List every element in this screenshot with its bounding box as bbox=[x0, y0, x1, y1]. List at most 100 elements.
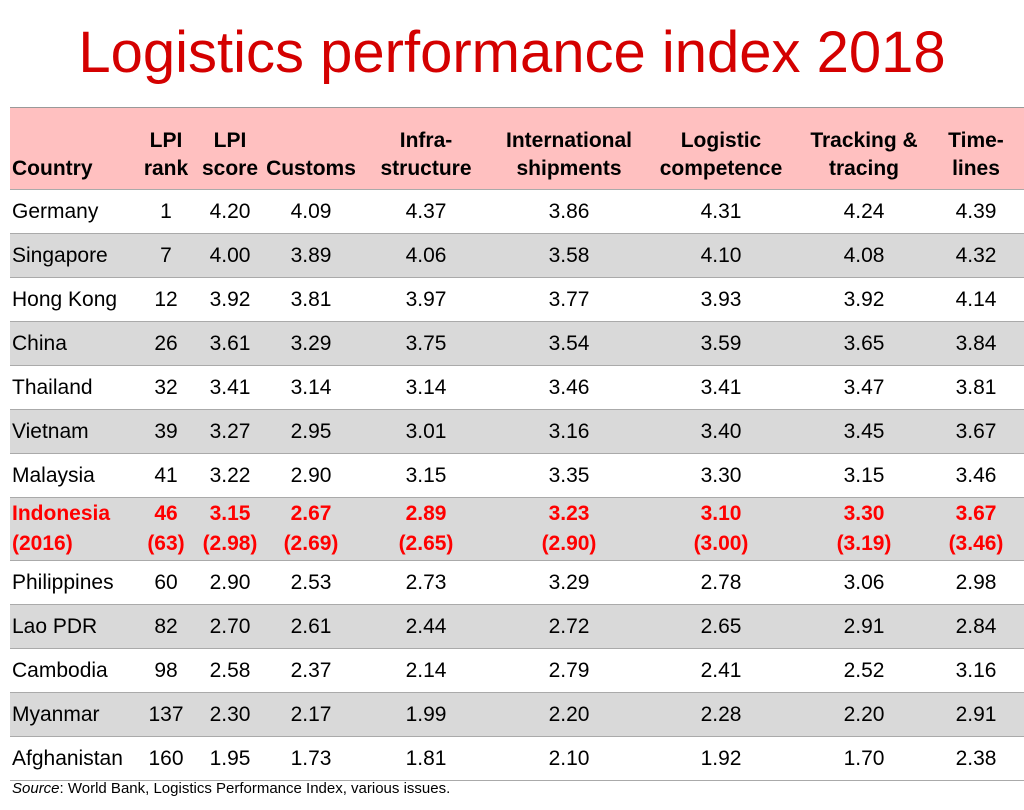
cell-value: 3.16 bbox=[548, 419, 590, 443]
value-cell: 4.08 bbox=[800, 233, 928, 278]
cell-value: 3.54 bbox=[548, 331, 590, 355]
value-cell: 160 bbox=[138, 736, 194, 781]
cell-value: 3.30 bbox=[700, 463, 742, 487]
cell-value: 2.44 bbox=[405, 614, 447, 638]
cell-value: 3.77 bbox=[548, 287, 590, 311]
value-cell: 2.90 bbox=[194, 560, 266, 605]
cell-value: 1.95 bbox=[209, 746, 251, 770]
column-header-line: Logistic bbox=[680, 129, 762, 152]
value-cell: 2.78 bbox=[642, 560, 800, 605]
value-cell: 2.70 bbox=[194, 604, 266, 649]
cell-value: 2.30 bbox=[209, 702, 251, 726]
column-header: Country bbox=[10, 107, 138, 190]
cell-value: Philippines bbox=[12, 570, 114, 594]
value-cell: 3.47 bbox=[800, 365, 928, 410]
value-cell: 2.28 bbox=[642, 692, 800, 737]
value-cell: 2.91 bbox=[800, 604, 928, 649]
value-cell: 1.95 bbox=[194, 736, 266, 781]
value-cell: 3.46 bbox=[928, 453, 1024, 498]
value-cell: 2.37 bbox=[266, 648, 356, 693]
column-header: International shipments bbox=[496, 107, 642, 190]
country-cell: Malaysia bbox=[10, 453, 138, 498]
cell-value: Afghanistan bbox=[12, 746, 123, 770]
cell-value: 3.29 bbox=[290, 331, 332, 355]
cell-value: Singapore bbox=[12, 243, 108, 267]
value-cell: 2.73 bbox=[356, 560, 496, 605]
cell-value: 3.15 bbox=[405, 463, 447, 487]
cell-value: 3.35 bbox=[548, 463, 590, 487]
value-cell: 3.41 bbox=[194, 365, 266, 410]
value-cell: 3.84 bbox=[928, 321, 1024, 366]
table-row: China 26 3.61 3.29 3.75 3.54 3.59 3.65 3.84 bbox=[10, 321, 1024, 366]
column-header: Customs bbox=[266, 107, 356, 190]
value-cell: 3.92 bbox=[194, 277, 266, 322]
cell-value: Malaysia bbox=[12, 463, 95, 487]
value-cell: 4.39 bbox=[928, 189, 1024, 234]
value-cell: 2.38 bbox=[928, 736, 1024, 781]
source-note: Source: World Bank, Logistics Performanc… bbox=[12, 780, 450, 797]
cell-value: 2.14 bbox=[405, 658, 447, 682]
value-cell: 4.20 bbox=[194, 189, 266, 234]
cell-value: 3.23 bbox=[548, 502, 590, 525]
cell-value: 2.78 bbox=[700, 570, 742, 594]
cell-value: 3.75 bbox=[405, 331, 447, 355]
table-row: Afghanistan 160 1.95 1.73 1.81 2.10 1.92 1.70 2.… bbox=[10, 736, 1024, 781]
cell-value: 2.79 bbox=[548, 658, 590, 682]
value-cell: 2.53 bbox=[266, 560, 356, 605]
cell-value-2016: (2.69) bbox=[283, 532, 339, 555]
cell-value-2016: (3.19) bbox=[836, 532, 892, 555]
value-cell: 98 bbox=[138, 648, 194, 693]
column-header: LPI rank bbox=[138, 107, 194, 190]
cell-value-2016: (3.00) bbox=[693, 532, 749, 555]
cell-value: 3.61 bbox=[209, 331, 251, 355]
cell-value: 3.81 bbox=[955, 375, 997, 399]
cell-value: 4.20 bbox=[209, 199, 251, 223]
column-header-line: Tracking & bbox=[810, 129, 918, 152]
value-cell: 7 bbox=[138, 233, 194, 278]
cell-value: 2.98 bbox=[955, 570, 997, 594]
cell-value: 2.73 bbox=[405, 570, 447, 594]
value-cell: 4.09 bbox=[266, 189, 356, 234]
value-cell: 3.06 bbox=[800, 560, 928, 605]
value-cell: 3.10 (3.00) bbox=[642, 497, 800, 561]
cell-value: 2.65 bbox=[700, 614, 742, 638]
value-cell: 3.58 bbox=[496, 233, 642, 278]
value-cell: 4.31 bbox=[642, 189, 800, 234]
value-cell: 1.81 bbox=[356, 736, 496, 781]
cell-value: 2.20 bbox=[843, 702, 885, 726]
cell-value: 3.29 bbox=[548, 570, 590, 594]
cell-value: Vietnam bbox=[12, 419, 89, 443]
cell-value: 4.31 bbox=[700, 199, 742, 223]
page-title: Logistics performance index 2018 bbox=[78, 20, 946, 85]
cell-value: 3.10 bbox=[700, 502, 742, 525]
value-cell: 3.81 bbox=[928, 365, 1024, 410]
cell-value: 3.89 bbox=[290, 243, 332, 267]
value-cell: 2.41 bbox=[642, 648, 800, 693]
cell-value: 2.72 bbox=[548, 614, 590, 638]
cell-value: 4.32 bbox=[955, 243, 997, 267]
country-cell: Cambodia bbox=[10, 648, 138, 693]
value-cell: 3.23 (2.90) bbox=[496, 497, 642, 561]
value-cell: 3.89 bbox=[266, 233, 356, 278]
cell-value: 4.10 bbox=[700, 243, 742, 267]
value-cell: 4.14 bbox=[928, 277, 1024, 322]
cell-value: 2.84 bbox=[955, 614, 997, 638]
cell-value: 4.08 bbox=[843, 243, 885, 267]
source-label: Source bbox=[12, 780, 60, 797]
cell-value: 1 bbox=[160, 199, 172, 223]
cell-value: 2.28 bbox=[700, 702, 742, 726]
cell-value: 3.92 bbox=[209, 287, 251, 311]
cell-value: 2.91 bbox=[843, 614, 885, 638]
cell-value: 4.24 bbox=[843, 199, 885, 223]
cell-value: 160 bbox=[148, 746, 184, 770]
value-cell: 3.81 bbox=[266, 277, 356, 322]
value-cell: 3.40 bbox=[642, 409, 800, 454]
value-cell: 3.29 bbox=[496, 560, 642, 605]
value-cell: 3.41 bbox=[642, 365, 800, 410]
value-cell: 2.17 bbox=[266, 692, 356, 737]
country-cell: Afghanistan bbox=[10, 736, 138, 781]
value-cell: 3.15 bbox=[800, 453, 928, 498]
cell-value: 3.16 bbox=[955, 658, 997, 682]
column-header-line: LPI bbox=[149, 129, 183, 152]
cell-value-2016: (3.46) bbox=[948, 532, 1004, 555]
